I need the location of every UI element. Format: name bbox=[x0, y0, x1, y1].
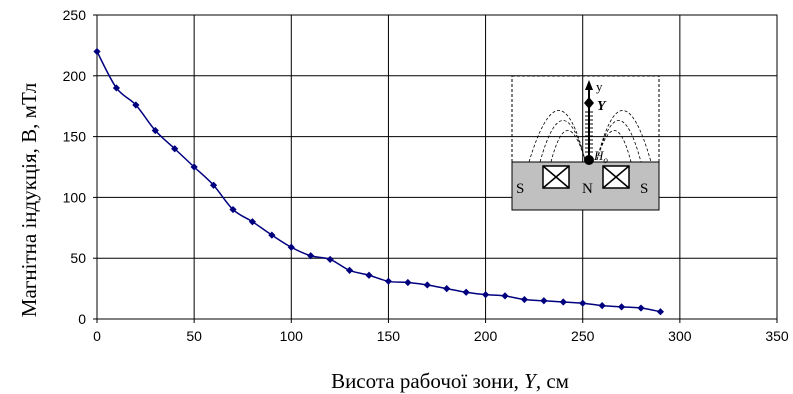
y-tick-label-1: 50 bbox=[70, 250, 86, 266]
data-point-17 bbox=[423, 281, 431, 289]
x-tick-label-4: 200 bbox=[474, 328, 498, 344]
data-point-24 bbox=[559, 298, 567, 306]
x-tick-label-0: 0 bbox=[93, 328, 101, 344]
data-point-4 bbox=[171, 145, 179, 153]
origin-point bbox=[584, 155, 594, 165]
data-point-25 bbox=[579, 299, 587, 307]
series-markers bbox=[93, 47, 665, 316]
x-tick-label-6: 300 bbox=[668, 328, 692, 344]
x-tick-label-5: 250 bbox=[571, 328, 595, 344]
x-tick-label-3: 150 bbox=[377, 328, 401, 344]
coil-right-cross-b bbox=[602, 165, 630, 189]
data-point-11 bbox=[307, 252, 315, 260]
data-point-0 bbox=[93, 47, 101, 56]
y-tick-labels: 0 50 100 150 200 250 bbox=[63, 7, 97, 327]
data-point-3 bbox=[151, 126, 159, 135]
data-point-6 bbox=[209, 181, 218, 189]
x-tick-label-1: 50 bbox=[186, 328, 202, 344]
inset-label-H: Ho bbox=[593, 148, 608, 165]
magnet-body bbox=[511, 161, 660, 211]
x-axis-title: Висота рабочої зони, Y, см bbox=[331, 369, 569, 393]
data-point-26 bbox=[598, 302, 606, 310]
y-tick-label-0: 0 bbox=[78, 311, 86, 327]
data-point-13 bbox=[345, 266, 354, 274]
data-point-9 bbox=[268, 231, 276, 239]
inset-label-Y: Y bbox=[597, 99, 607, 114]
field-lines bbox=[528, 110, 652, 163]
data-point-23 bbox=[540, 297, 548, 305]
probe-diamond bbox=[584, 97, 594, 109]
data-point-28 bbox=[637, 304, 645, 312]
inset-label-S-right: S bbox=[640, 181, 648, 197]
inset-diagram: y Y Ho S N S bbox=[511, 75, 660, 211]
data-point-22 bbox=[520, 295, 529, 304]
measure-ticks bbox=[585, 111, 593, 153]
inset-label-N: N bbox=[582, 181, 593, 197]
data-point-18 bbox=[443, 285, 451, 293]
data-point-27 bbox=[617, 303, 626, 311]
x-tick-label-2: 100 bbox=[280, 328, 304, 344]
data-point-29 bbox=[656, 308, 665, 316]
y-axis-arrow-head bbox=[585, 80, 593, 90]
y-tick-label-4: 200 bbox=[63, 68, 87, 84]
data-point-16 bbox=[404, 278, 412, 287]
data-point-1 bbox=[112, 84, 121, 92]
data-point-7 bbox=[229, 205, 237, 214]
data-point-2 bbox=[132, 101, 140, 109]
y-tick-label-3: 150 bbox=[63, 129, 87, 145]
data-point-10 bbox=[287, 243, 295, 251]
data-point-21 bbox=[501, 292, 509, 300]
data-point-15 bbox=[384, 277, 393, 285]
grid-lines bbox=[97, 15, 777, 319]
inset-label-S-left: S bbox=[516, 181, 524, 197]
inset-label-y: y bbox=[596, 79, 603, 94]
plot-area-border bbox=[96, 14, 778, 320]
data-point-12 bbox=[326, 255, 334, 264]
coil-left-cross-b bbox=[542, 165, 570, 189]
y-tick-label-5: 250 bbox=[63, 7, 87, 23]
data-point-14 bbox=[365, 271, 373, 279]
y-tick-label-2: 100 bbox=[63, 189, 87, 205]
data-point-19 bbox=[462, 288, 470, 296]
y-axis-title: Магнітна індукція, B, мТл bbox=[17, 83, 41, 317]
data-point-5 bbox=[190, 163, 198, 171]
data-point-20 bbox=[481, 291, 490, 299]
data-point-8 bbox=[248, 218, 257, 226]
x-tick-labels: 0 50 100 150 200 250 300 350 bbox=[93, 319, 789, 344]
x-tick-label-7: 350 bbox=[765, 328, 789, 344]
